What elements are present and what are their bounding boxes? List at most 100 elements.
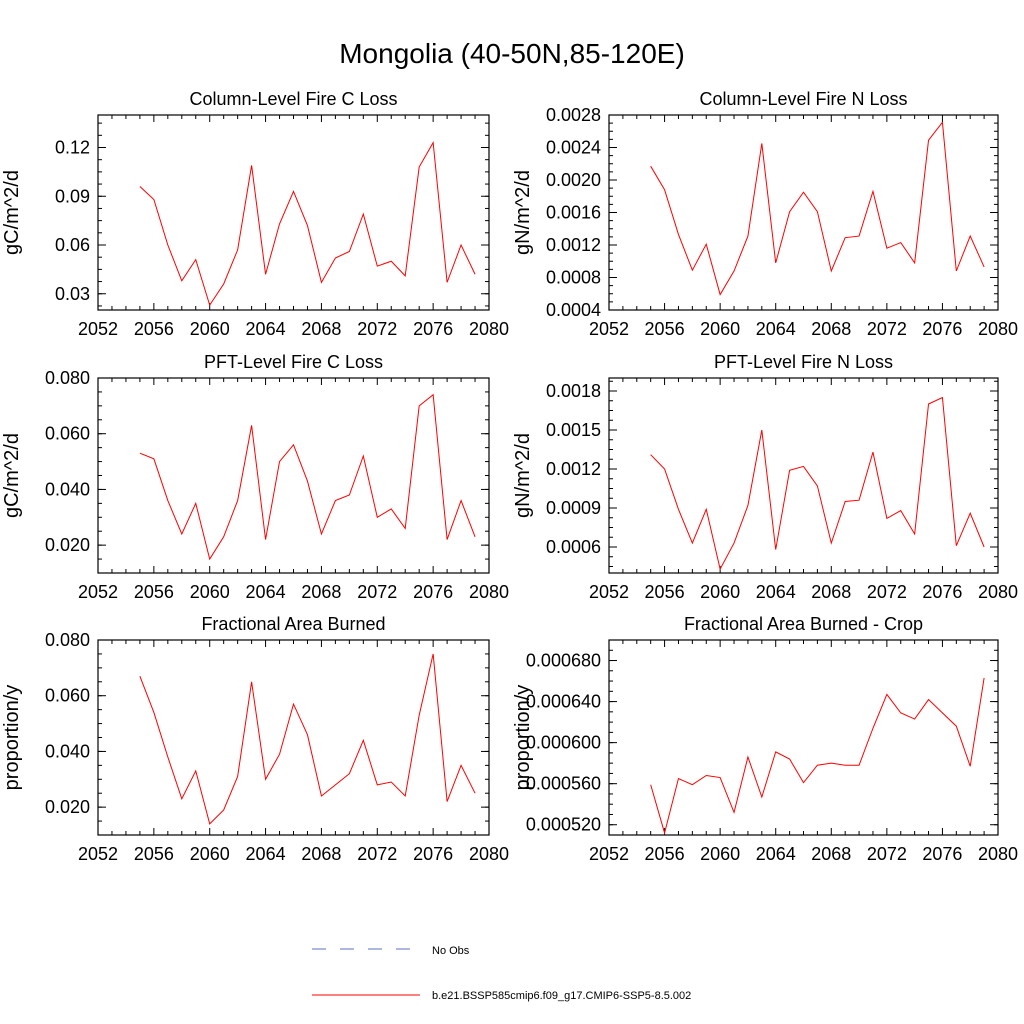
x-tick-label: 2064	[246, 844, 286, 864]
y-axis-label: gN/m^2/d	[512, 433, 534, 518]
y-tick-label: 0.080	[45, 368, 90, 388]
plot-frame	[608, 377, 999, 574]
x-tick-label: 2068	[811, 319, 851, 339]
chart-title: PFT-Level Fire C Loss	[204, 352, 383, 372]
chart-panel: 2052 2056 2060 2064 2068 2072 2076 2080 0.020 0.0…	[1, 614, 509, 864]
y-tick-label: 0.06	[55, 235, 90, 255]
plot-frame	[97, 639, 490, 836]
x-tick-label: 2080	[469, 844, 509, 864]
x-tick-label: 2072	[867, 582, 907, 602]
x-tick-label: 2052	[78, 844, 118, 864]
x-tick-label: 2072	[357, 844, 397, 864]
series-line	[139, 141, 476, 307]
x-tick-label: 2080	[978, 582, 1018, 602]
y-tick-label: 0.000560	[526, 774, 601, 794]
x-tick-label: 2072	[867, 844, 907, 864]
y-tick-label: 0.000640	[526, 692, 601, 712]
y-tick-label: 0.0008	[546, 268, 601, 288]
x-tick-label: 2052	[78, 582, 118, 602]
plot-frame	[97, 377, 490, 574]
y-axis-label: gC/m^2/d	[1, 433, 23, 518]
y-tick-label: 0.040	[45, 479, 90, 499]
y-tick-label: 0.0012	[546, 459, 601, 479]
x-tick-label: 2052	[589, 319, 629, 339]
y-axis-label: gN/m^2/d	[512, 170, 534, 255]
y-tick-label: 0.0018	[546, 381, 601, 401]
chart-title: PFT-Level Fire N Loss	[714, 352, 893, 372]
x-tick-label: 2080	[978, 319, 1018, 339]
y-axis-label: gC/m^2/d	[1, 170, 23, 255]
series-line	[139, 653, 476, 825]
y-tick-label: 0.040	[45, 741, 90, 761]
x-tick-label: 2068	[811, 582, 851, 602]
chart-panel: 2052 2056 2060 2064 2068 2072 2076 2080 0.0006 0.…	[512, 352, 1018, 602]
plot-frame	[97, 114, 490, 311]
y-tick-label: 0.0009	[546, 498, 601, 518]
x-tick-label: 2076	[413, 844, 453, 864]
x-tick-label: 2076	[922, 319, 962, 339]
x-tick-label: 2076	[413, 582, 453, 602]
x-tick-label: 2080	[978, 844, 1018, 864]
y-tick-label: 0.0015	[546, 420, 601, 440]
x-tick-label: 2060	[700, 844, 740, 864]
x-tick-label: 2056	[645, 844, 685, 864]
y-axis-label: proportion/y	[1, 685, 23, 791]
y-tick-label: 0.020	[45, 535, 90, 555]
x-tick-label: 2064	[756, 582, 796, 602]
y-tick-label: 0.12	[55, 138, 90, 158]
x-tick-label: 2068	[811, 844, 851, 864]
x-tick-label: 2068	[301, 844, 341, 864]
y-tick-label: 0.020	[45, 797, 90, 817]
x-tick-label: 2060	[700, 582, 740, 602]
chart-panel: 2052 2056 2060 2064 2068 2072 2076 2080 0.000520…	[512, 614, 1018, 864]
x-tick-label: 2072	[867, 319, 907, 339]
y-tick-label: 0.09	[55, 186, 90, 206]
x-tick-label: 2064	[756, 319, 796, 339]
y-tick-label: 0.060	[45, 424, 90, 444]
chart-title: Column-Level Fire C Loss	[189, 89, 397, 109]
chart-panel: 2052 2056 2060 2064 2068 2072 2076 2080 0.020 0.0…	[1, 352, 509, 602]
y-tick-label: 0.0006	[546, 537, 601, 557]
y-tick-label: 0.03	[55, 284, 90, 304]
x-tick-label: 2052	[78, 319, 118, 339]
x-tick-label: 2064	[246, 319, 286, 339]
chart-panel: 2052 2056 2060 2064 2068 2072 2076 2080 0.0004 0.…	[512, 89, 1018, 339]
x-tick-label: 2056	[134, 319, 174, 339]
chart-title: Column-Level Fire N Loss	[699, 89, 907, 109]
x-tick-label: 2060	[190, 582, 230, 602]
x-tick-label: 2076	[922, 844, 962, 864]
x-tick-label: 2060	[190, 319, 230, 339]
y-tick-label: 0.0012	[546, 235, 601, 255]
x-tick-label: 2064	[246, 582, 286, 602]
y-tick-label: 0.0004	[546, 300, 601, 320]
series-line	[139, 393, 476, 561]
x-tick-label: 2072	[357, 582, 397, 602]
x-tick-label: 2068	[301, 319, 341, 339]
legend-label: No Obs	[432, 945, 470, 957]
x-tick-label: 2052	[589, 582, 629, 602]
x-tick-label: 2056	[134, 582, 174, 602]
plot-frame	[608, 639, 999, 836]
x-tick-label: 2052	[589, 844, 629, 864]
legend: No Obs b.e21.BSSP585cmip6.f09_g17.CMIP6-S…	[312, 945, 691, 1002]
x-tick-label: 2080	[469, 319, 509, 339]
y-tick-label: 0.080	[45, 630, 90, 650]
y-tick-label: 0.000520	[526, 815, 601, 835]
x-tick-label: 2068	[301, 582, 341, 602]
series-line	[650, 121, 985, 296]
x-tick-label: 2060	[190, 844, 230, 864]
x-tick-label: 2064	[756, 844, 796, 864]
chart-panel: 2052 2056 2060 2064 2068 2072 2076 2080 0.03 0.06…	[1, 89, 509, 339]
figure-title: Mongolia (40-50N,85-120E)	[339, 38, 685, 69]
y-tick-label: 0.0024	[546, 138, 601, 158]
y-tick-label: 0.0020	[546, 170, 601, 190]
y-tick-label: 0.0028	[546, 105, 601, 125]
legend-label: b.e21.BSSP585cmip6.f09_g17.CMIP6-SSP5-8.…	[432, 990, 691, 1002]
x-tick-label: 2076	[922, 582, 962, 602]
x-tick-label: 2080	[469, 582, 509, 602]
chart-title: Fractional Area Burned - Crop	[684, 614, 923, 634]
x-tick-label: 2056	[645, 582, 685, 602]
x-tick-label: 2056	[645, 319, 685, 339]
